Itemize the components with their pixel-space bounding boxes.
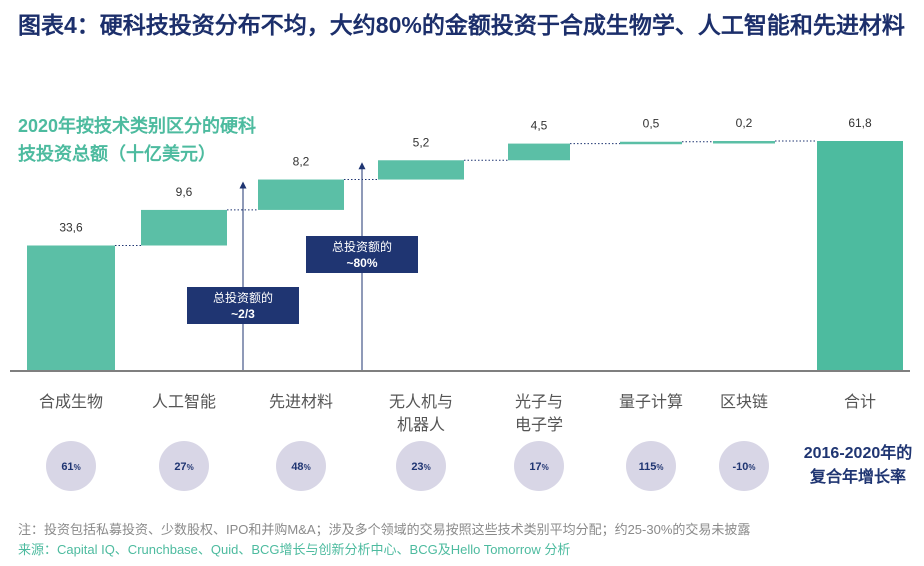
category-label-4-line2: 机器人	[397, 416, 445, 434]
growth-circle-4	[396, 441, 446, 491]
chart-subtitle-line2: 技投资总额（十亿美元）	[18, 144, 216, 164]
annotation-text-1-line2: ~2/3	[231, 307, 255, 321]
growth-rate-6: 115%	[639, 461, 664, 473]
category-label-6-line1: 量子计算	[619, 392, 683, 411]
bar-6	[620, 141, 682, 145]
bar-8	[817, 141, 903, 370]
category-label-2-line1: 人工智能	[152, 393, 216, 411]
bar-5	[508, 143, 570, 161]
growth-circle-1	[46, 441, 96, 491]
growth-rate-4: 23%	[411, 461, 430, 473]
growth-circle-2	[159, 441, 209, 491]
chart-subtitle-line1: 2020年按技术类别区分的硬科	[18, 116, 257, 136]
data-label-7: 0,2	[736, 116, 753, 130]
category-label-1-line1: 合成生物	[39, 393, 103, 411]
growth-circle-7	[719, 441, 769, 491]
growth-rate-5: 17%	[529, 461, 548, 473]
annotation-box-2	[306, 236, 418, 273]
growth-circle-6	[626, 441, 676, 491]
source-note: 来源：Capital IQ、Crunchbase、Quid、BCG增长与创新分析…	[18, 542, 571, 557]
category-label-5-line1: 光子与	[515, 393, 563, 411]
bar-2	[141, 209, 227, 246]
data-label-8: 61,8	[848, 116, 872, 130]
category-label-4-line1: 无人机与	[389, 393, 453, 411]
data-label-3: 8,2	[293, 155, 310, 169]
category-label-3-line1: 先进材料	[269, 393, 333, 411]
data-label-2: 9,6	[176, 185, 193, 199]
waterfall-chart: 33,6 9,6 8,2 5,2 4,5 0,5 0,2 61,8 总投资额的 ~2/3 总投资额的…	[10, 116, 913, 491]
category-label-7-line1: 区块链	[720, 393, 768, 411]
category-label-8-line1: 合计	[844, 393, 876, 411]
growth-circle-3	[276, 441, 326, 491]
data-label-1: 33,6	[59, 220, 83, 234]
growth-rate-3: 48%	[291, 461, 310, 473]
growth-rate-7: -10%	[732, 461, 755, 473]
footnote: 注：投资包括私募投资、少数股权、IPO和并购M&A；涉及多个领域的交易按照这些技…	[18, 522, 751, 537]
data-label-5: 4,5	[531, 119, 548, 133]
growth-circle-5	[514, 441, 564, 491]
growth-rate-1: 61%	[61, 461, 80, 473]
annotation-text-2-line2: ~80%	[346, 256, 377, 270]
bar-4	[378, 160, 464, 180]
growth-label-line2: 复合年增长率	[809, 467, 906, 486]
data-label-4: 5,2	[413, 135, 430, 149]
bar-7	[713, 141, 775, 144]
data-label-6: 0,5	[643, 117, 660, 131]
growth-rate-2: 27%	[174, 461, 193, 473]
annotation-arrowhead-1	[239, 181, 247, 189]
bar-3	[258, 179, 344, 210]
annotation-box-1	[187, 287, 299, 324]
annotation-text-1-line1: 总投资额的	[213, 290, 273, 305]
chart-subtitle: 2020年按技术类别区分的硬科 技投资总额（十亿美元）	[18, 112, 318, 168]
bar-1	[27, 245, 115, 370]
annotation-text-2-line1: 总投资额的	[332, 239, 392, 254]
annotation-arrowhead-2	[358, 162, 366, 170]
growth-label-line1: 2016-2020年的	[804, 443, 913, 462]
category-label-5-line2: 电子学	[515, 416, 563, 434]
page-title: 图表4：硬科技投资分布不均，大约80%的金额投资于合成生物学、人工智能和先进材料	[18, 12, 905, 38]
